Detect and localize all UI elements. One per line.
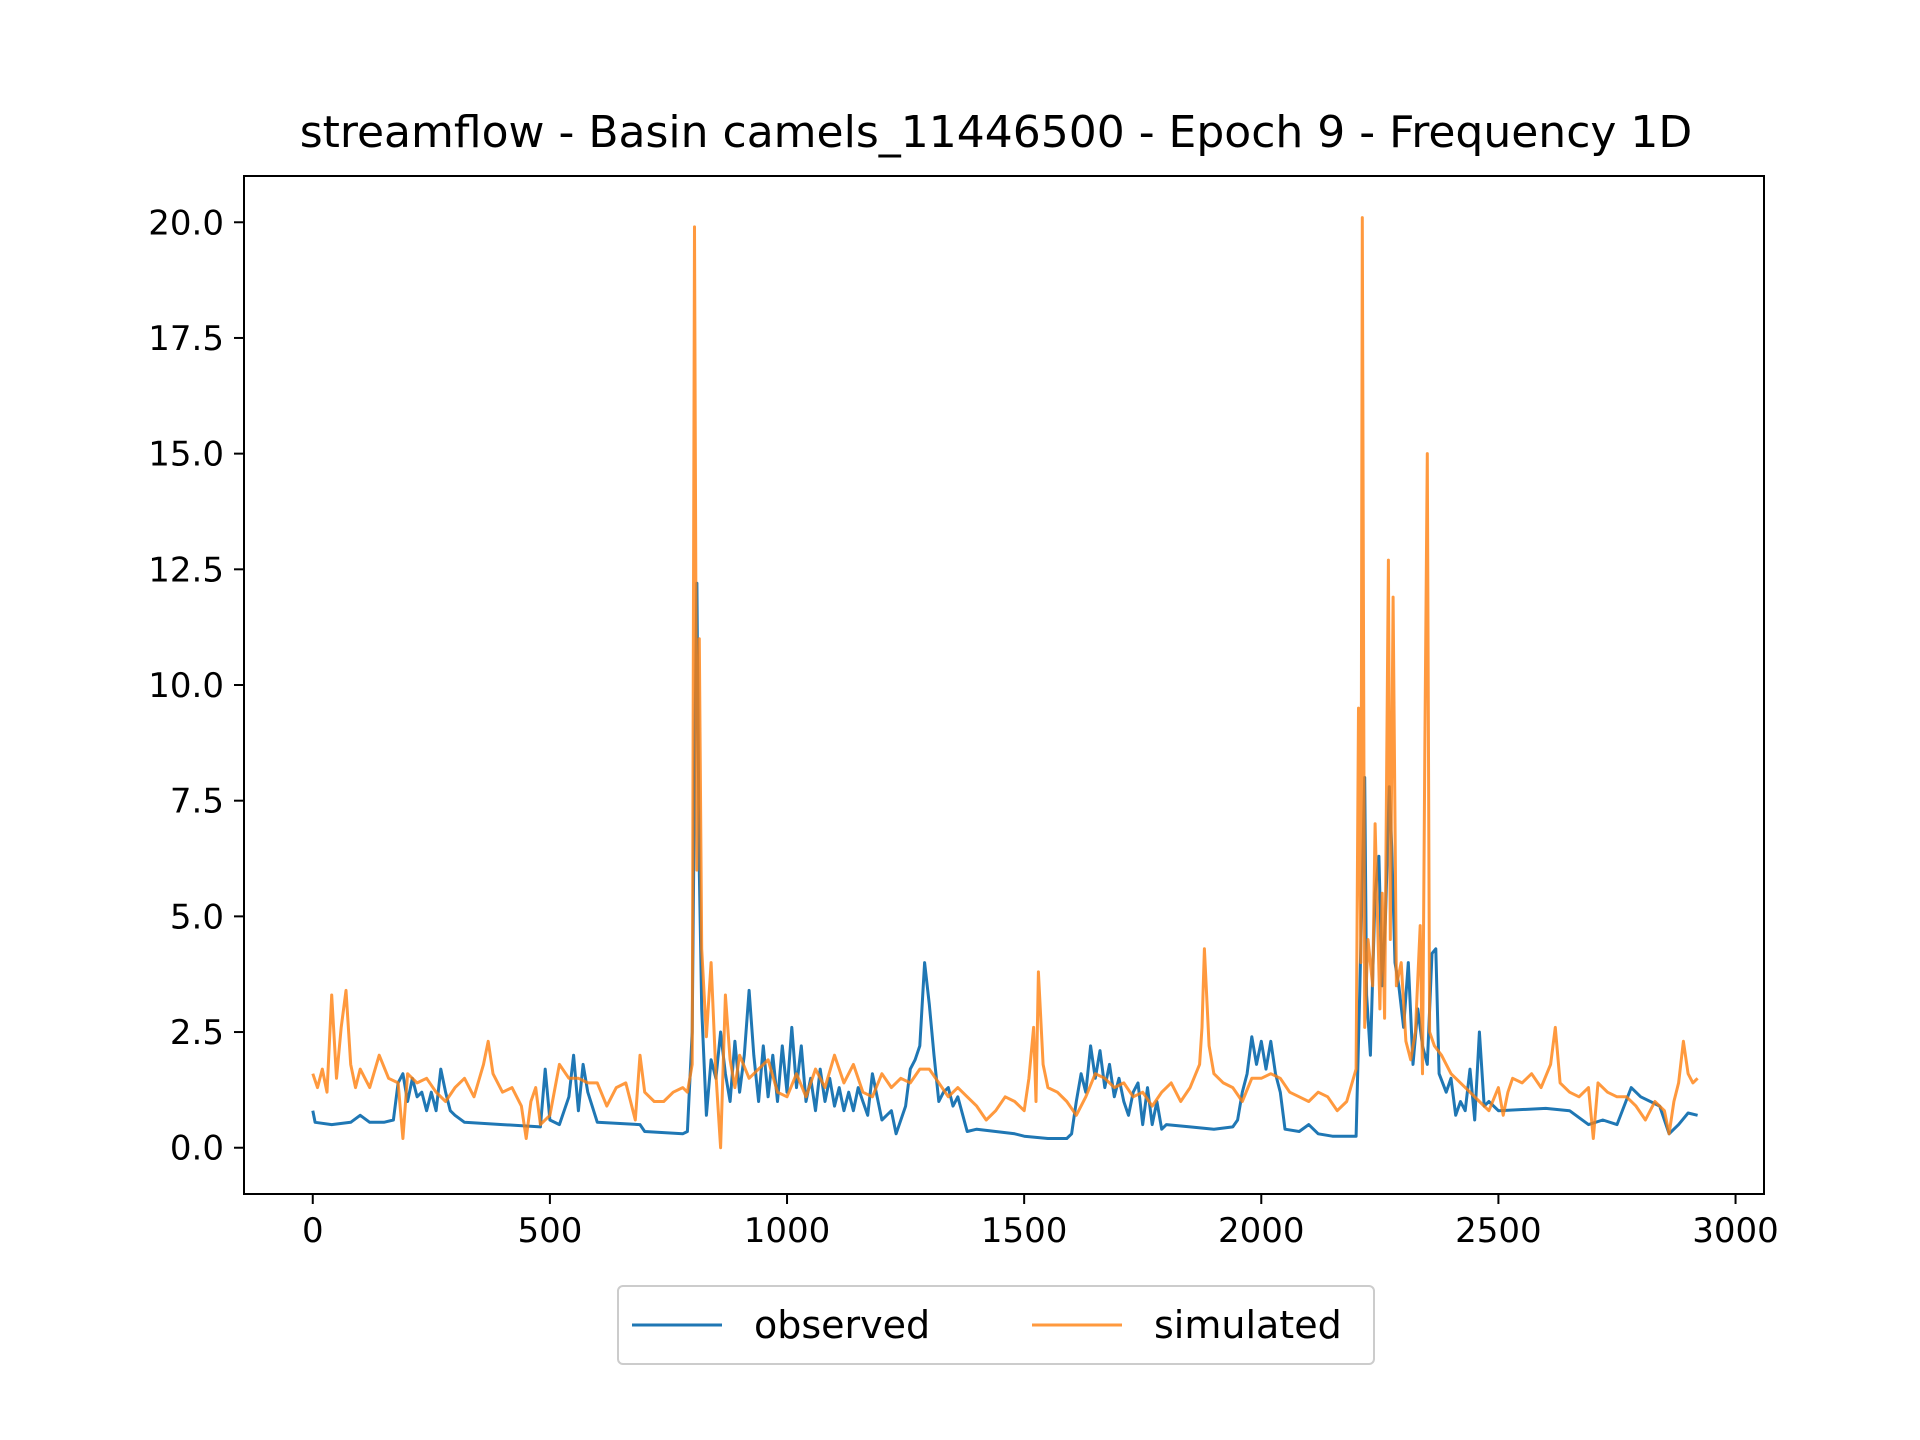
y-tick-label: 20.0 — [148, 203, 224, 243]
legend-box — [617, 1285, 1375, 1365]
y-tick-label: 7.5 — [170, 782, 224, 822]
y-tick-label: 2.5 — [170, 1013, 224, 1053]
legend-label-observed: observed — [754, 1303, 930, 1347]
legend-label-simulated: simulated — [1154, 1303, 1342, 1347]
chart-title: streamflow - Basin camels_11446500 - Epo… — [300, 107, 1693, 158]
x-tick-label: 500 — [517, 1211, 582, 1251]
y-tick-label: 10.0 — [148, 666, 224, 706]
x-tick-label: 2500 — [1455, 1211, 1542, 1251]
series-layer — [311, 216, 1699, 1150]
plot-background — [244, 176, 1764, 1194]
x-tick-label: 1000 — [744, 1211, 831, 1251]
x-tick-label: 0 — [302, 1211, 324, 1251]
y-tick-label: 12.5 — [148, 550, 224, 590]
y-tick-label: 15.0 — [148, 435, 224, 475]
x-tick-label: 2000 — [1218, 1211, 1305, 1251]
x-tick-label: 1500 — [981, 1211, 1068, 1251]
x-tick-label: 3000 — [1692, 1211, 1779, 1251]
x-axis: 0 500 1000 1500 2000 2500 3000 — [302, 1194, 1779, 1251]
legend: observed simulated — [617, 1285, 1375, 1365]
y-tick-label: 5.0 — [170, 897, 224, 937]
plot-area — [244, 176, 1764, 1194]
y-tick-label: 17.5 — [148, 319, 224, 359]
plot-frame — [243, 175, 1765, 1195]
series-line-simulated — [311, 216, 1699, 1150]
y-axis: 0.0 2.5 5.0 7.5 10.0 12.5 15.0 17.5 20.0 — [148, 203, 244, 1169]
y-tick-label: 0.0 — [170, 1129, 224, 1169]
